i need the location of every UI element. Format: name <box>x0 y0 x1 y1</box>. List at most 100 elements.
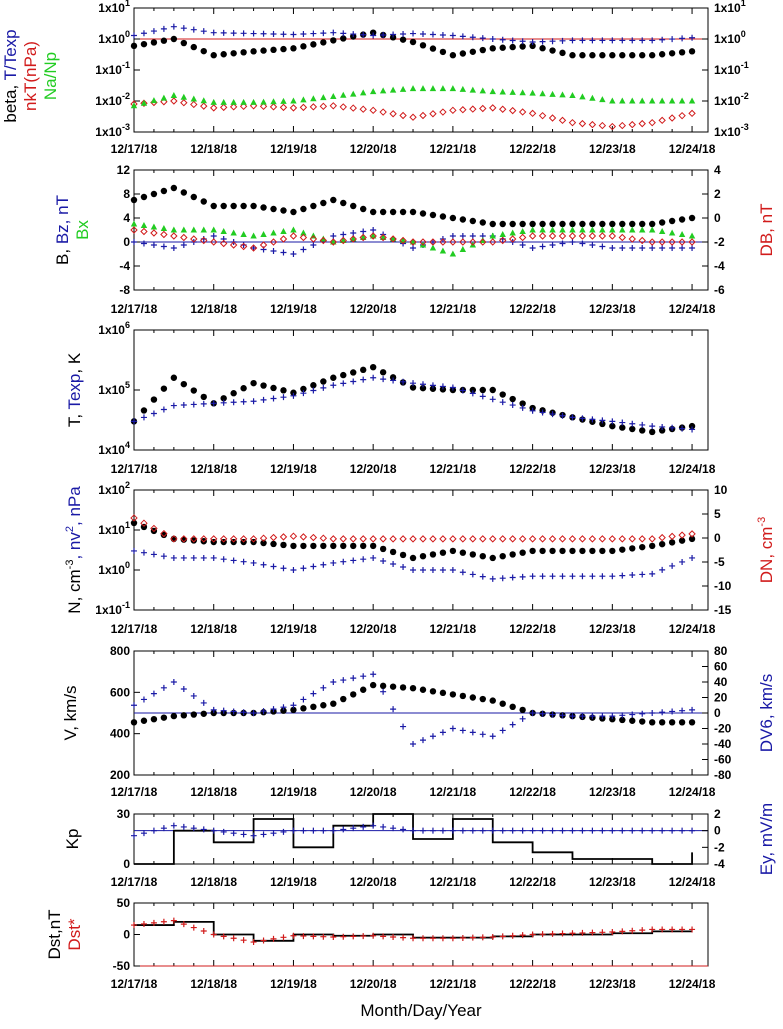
data-point <box>160 243 167 250</box>
data-point <box>578 535 587 543</box>
data-point <box>240 398 247 405</box>
data-point <box>380 933 387 940</box>
data-point <box>190 26 197 33</box>
data-point <box>170 232 178 240</box>
data-point <box>150 716 158 723</box>
data-point <box>300 205 307 213</box>
data-point <box>688 238 696 246</box>
data-point <box>429 382 436 389</box>
data-point <box>439 935 446 942</box>
series-2 <box>131 23 696 46</box>
data-point <box>449 725 456 732</box>
data-point <box>449 52 457 59</box>
plot-frame <box>133 169 709 291</box>
data-point <box>329 102 338 110</box>
data-point <box>669 424 676 431</box>
data-point <box>439 213 447 220</box>
data-point <box>549 242 556 248</box>
data-point <box>538 111 547 120</box>
data-point <box>369 88 377 95</box>
data-point <box>180 535 188 543</box>
data-point <box>469 934 476 941</box>
data-point <box>310 382 317 389</box>
y-tick-label: 1x104 <box>98 440 130 457</box>
data-point <box>350 825 357 832</box>
data-point <box>260 708 267 715</box>
x-tick-label: 12/18/18 <box>190 142 237 156</box>
data-point <box>419 552 427 560</box>
data-point <box>429 688 437 695</box>
data-point <box>339 103 347 111</box>
data-point <box>439 48 447 56</box>
data-point <box>360 686 367 693</box>
data-point <box>489 554 496 562</box>
data-point <box>659 566 666 573</box>
data-point <box>429 567 436 573</box>
data-point <box>569 414 576 421</box>
x-tick-label: 12/19/18 <box>270 462 317 476</box>
data-point <box>479 104 487 113</box>
data-point <box>210 226 217 233</box>
data-point <box>340 677 347 684</box>
x-tick-label: 12/19/18 <box>270 302 317 316</box>
data-point <box>648 542 656 550</box>
data-point <box>329 238 338 246</box>
data-point <box>419 238 427 246</box>
data-point <box>619 245 626 251</box>
data-point <box>379 108 387 116</box>
data-point <box>419 935 426 942</box>
data-point <box>180 242 187 248</box>
data-point <box>320 199 327 207</box>
x-tick-label: 12/18/18 <box>190 875 237 889</box>
data-point <box>539 931 546 938</box>
data-point <box>230 30 237 37</box>
panel-6: 0 30 -4 -2 0 2 12/17/18 12/18/18 12/19/18 12/20/1… <box>63 803 776 889</box>
data-point <box>599 547 606 555</box>
data-point <box>369 681 377 689</box>
data-point <box>340 826 347 833</box>
data-point <box>190 100 198 109</box>
data-point <box>150 827 157 834</box>
y-right-tick-label: -15 <box>714 603 732 617</box>
x-tick-label: 12/18/18 <box>190 302 237 316</box>
data-point <box>210 29 217 36</box>
data-point <box>250 559 257 566</box>
y-right-tick-label: -6 <box>714 283 725 297</box>
data-point <box>400 826 407 833</box>
data-point <box>509 932 516 939</box>
data-point <box>339 236 347 245</box>
data-point <box>170 679 177 685</box>
data-point <box>369 363 377 371</box>
data-point <box>330 196 337 204</box>
data-point <box>400 934 407 941</box>
data-point <box>479 35 486 42</box>
data-point <box>449 106 457 115</box>
data-point <box>429 733 436 740</box>
y-tick-label: 1x105 <box>98 380 130 397</box>
data-point <box>150 223 158 230</box>
data-point <box>220 29 227 36</box>
y-right-tick-label: -60 <box>714 753 732 767</box>
data-point <box>240 831 247 838</box>
data-point <box>579 827 586 834</box>
data-point <box>170 226 178 233</box>
data-point <box>489 934 496 941</box>
y-right-tick-label: -5 <box>714 555 725 569</box>
data-point <box>339 535 347 543</box>
data-point <box>140 227 148 236</box>
data-point <box>459 569 466 576</box>
data-point <box>240 98 247 105</box>
data-point <box>269 238 278 246</box>
data-point <box>509 703 516 710</box>
data-point <box>648 97 656 104</box>
data-point <box>310 690 317 697</box>
series-4 <box>130 226 696 252</box>
data-point <box>190 924 197 931</box>
data-point <box>210 706 217 713</box>
data-point <box>619 928 626 935</box>
data-point <box>390 560 397 567</box>
data-point <box>359 233 367 242</box>
data-point <box>210 238 218 246</box>
x-tick-label: 12/17/18 <box>111 462 158 476</box>
x-tick-label: 12/23/18 <box>589 977 636 991</box>
